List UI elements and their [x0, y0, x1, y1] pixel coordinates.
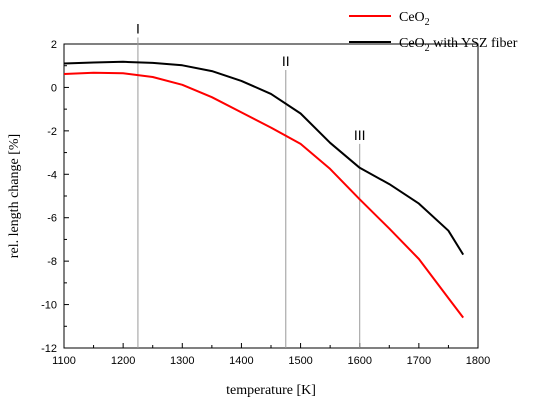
y-tick-label: 2 [51, 39, 57, 51]
y-tick-label: -10 [41, 300, 57, 312]
x-tick-label: 1300 [170, 355, 194, 367]
series-lines [63, 60, 465, 319]
legend-label-0: CeO2 [399, 10, 430, 28]
x-tick-label: 1400 [229, 355, 253, 367]
legend-label-subscript: 2 [425, 17, 430, 28]
legend-label-subscript: 2 [425, 43, 430, 54]
region-marker-label: II [282, 53, 290, 69]
legend-label-suffix: with YSZ fiber [430, 36, 518, 51]
y-tick-label: -4 [47, 169, 57, 181]
y-tick-label: 0 [51, 82, 57, 94]
plot-area [63, 43, 479, 349]
x-tick-label: 1700 [407, 355, 431, 367]
x-tick-label: 1800 [466, 355, 490, 367]
x-tick-label: 1100 [52, 355, 76, 367]
x-tick-label: 1600 [347, 355, 371, 367]
region-marker-label: I [136, 20, 140, 36]
y-axis-label: rel. length change [%] [7, 134, 22, 258]
series-line-0 [63, 71, 464, 319]
x-tick-label: 1500 [288, 355, 312, 367]
x-axis-label: temperature [K] [226, 383, 316, 398]
ticks: 1100 1200 1300 1400 1500 1600 1700 1800 2 0 -2 -4 -6… [41, 39, 490, 367]
y-tick-label: -2 [47, 126, 57, 138]
legend-label-1: CeO2 with YSZ fiber [399, 36, 518, 54]
y-tick-label: -12 [41, 343, 57, 355]
y-tick-label: -8 [47, 256, 57, 268]
legend-label-base: CeO [399, 36, 425, 51]
series-line-1 [63, 60, 465, 256]
y-tick-label: -6 [47, 213, 57, 225]
region-marker-label: III [354, 127, 366, 143]
legend-label-base: CeO [399, 10, 425, 25]
x-tick-label: 1200 [111, 355, 135, 367]
